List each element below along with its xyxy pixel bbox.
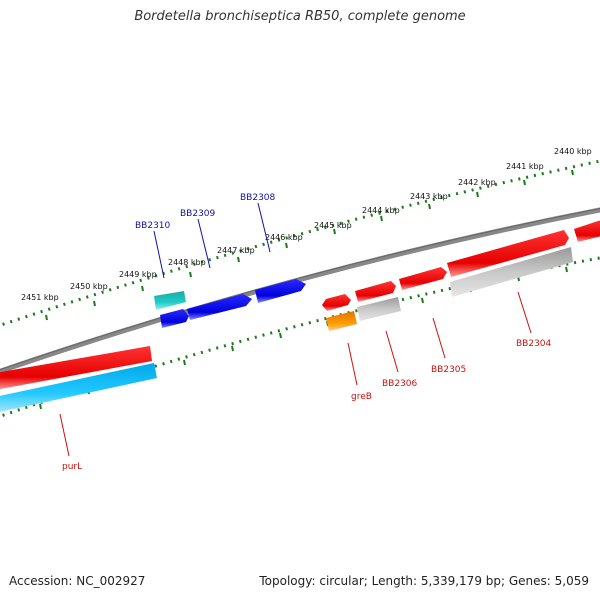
scale-label: 2443 kbp (410, 192, 448, 201)
gene-label-bb2304: BB2304 (516, 339, 552, 349)
gene-arrow (447, 230, 569, 277)
scale-label: 2445 kbp (314, 221, 352, 230)
gene-arrow (574, 220, 600, 242)
outer-major-ticks (45, 169, 574, 321)
scale-label: 2441 kbp (506, 162, 544, 171)
forward-strand-genes (0, 220, 600, 390)
accession-text: Accession: NC_002927 (9, 574, 146, 588)
scale-label: 2440 kbp (554, 147, 592, 156)
scale-labels: 2440 kbp 2441 kbp 2442 kbp 2443 kbp 2444… (21, 147, 592, 302)
gene-arrow (255, 279, 306, 303)
gene-arrow (160, 309, 189, 328)
scale-label: 2449 kbp (119, 270, 157, 279)
scale-label: 2444 kbp (362, 206, 400, 215)
gene-arrow (399, 267, 447, 290)
gene-block (326, 311, 357, 331)
gene-label-greb: greB (351, 392, 372, 402)
gene-arrow (187, 294, 252, 320)
gene-block (0, 346, 152, 390)
gene-block (357, 297, 401, 321)
scale-label: 2451 kbp (21, 293, 59, 302)
gene-block (0, 363, 157, 412)
gene-label-purl: purL (62, 462, 82, 472)
gene-label-bb2306: BB2306 (382, 379, 418, 389)
scale-label: 2442 kbp (458, 178, 496, 187)
scale-label: 2448 kbp (168, 258, 206, 267)
genome-stats-text: Topology: circular; Length: 5,339,179 bp… (259, 574, 589, 588)
gene-arrow (355, 281, 396, 302)
map-title: Bordetella bronchiseptica RB50, complete… (134, 9, 466, 24)
scale-label: 2447 kbp (217, 246, 255, 255)
outer-scale-track (0, 159, 600, 327)
gene-label-bb2308: BB2308 (240, 193, 276, 203)
gene-label-bb2309: BB2309 (180, 209, 216, 219)
gene-block (154, 291, 186, 310)
genome-backbone (0, 207, 600, 374)
gene-block (450, 247, 573, 297)
gene-label-bb2305: BB2305 (431, 365, 466, 375)
gene-label-bb2310: BB2310 (135, 221, 171, 231)
scale-label: 2450 kbp (70, 282, 108, 291)
gene-arrow (322, 294, 351, 311)
label-leaders (59, 202, 532, 457)
reverse-strand-genes (0, 247, 573, 412)
scale-label: 2446 kbp (265, 233, 303, 242)
